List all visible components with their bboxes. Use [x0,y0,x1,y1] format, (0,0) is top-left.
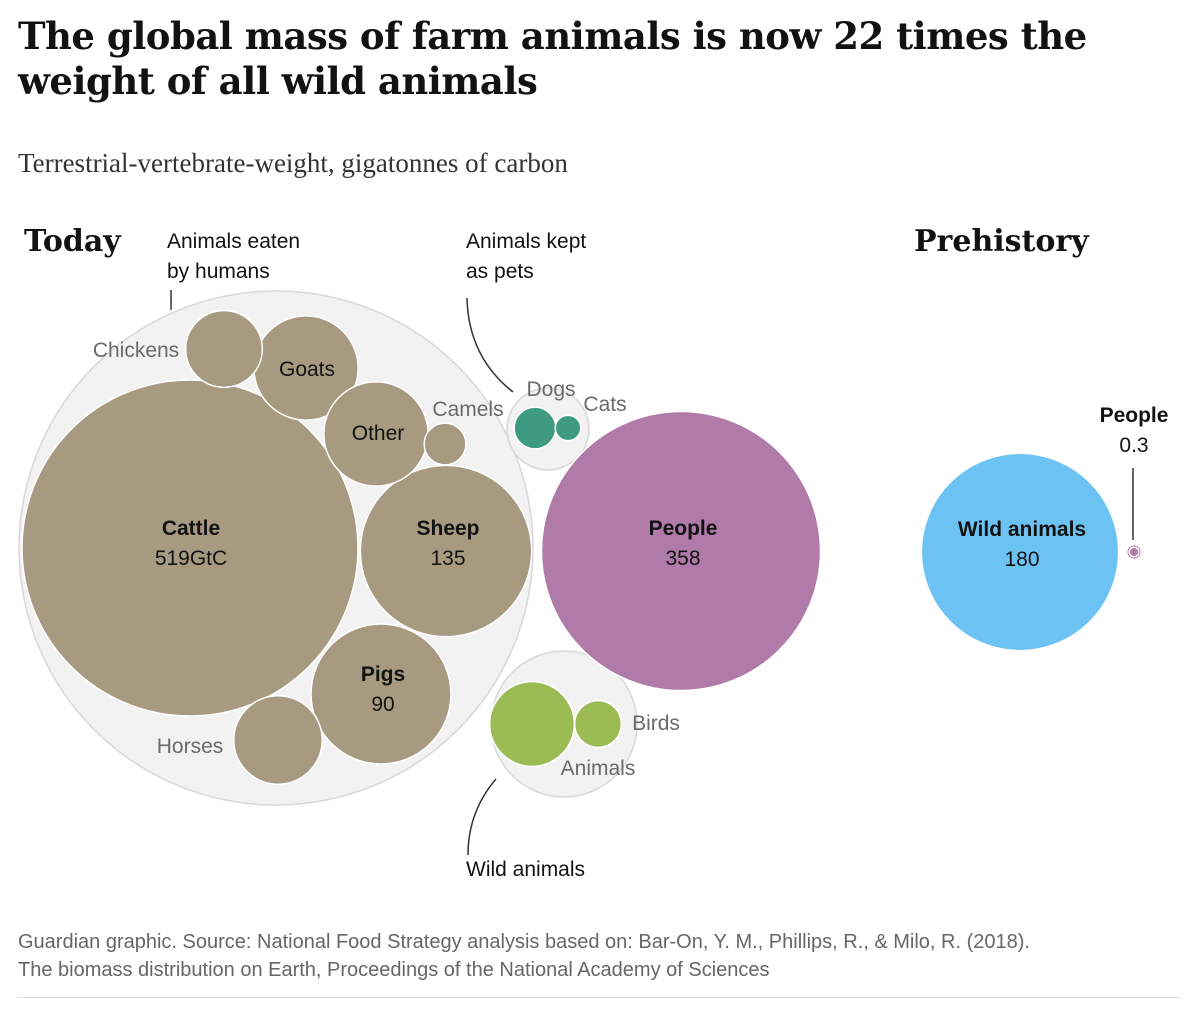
label-cattle-value: 519GtC [155,547,227,570]
label-wild-animals-prehistory-value: 180 [1004,548,1039,571]
chart-subtitle: Terrestrial-vertebrate-weight, gigatonne… [18,148,568,178]
leader-pets [466,297,514,393]
bubble-cattle [21,379,359,717]
source-line-2: The biomass distribution on Earth, Proce… [18,959,770,981]
label-pigs-name: Pigs [361,663,405,686]
bubble-wild-animals-prehistory [920,452,1120,652]
bubble-people-prehistory [1129,547,1139,557]
bubble-dogs [513,406,557,450]
label-cats: Cats [583,393,626,416]
bubble-horses [233,695,323,785]
label-sheep-value: 135 [430,547,465,570]
source-line-1: Guardian graphic. Source: National Food … [18,931,1030,953]
bubble-pigs [310,623,452,765]
label-pigs-value: 90 [371,693,394,716]
heading-prehistory: Prehistory [914,224,1090,259]
bubble-chickens [184,309,264,389]
label-eaten-line-2: by humans [167,260,270,283]
label-pets-line-1: Animals kept [466,230,586,253]
label-wild: Wild animals [466,858,585,881]
bubble-camels [423,422,467,466]
label-people-today-name: People [649,517,718,540]
label-animals: Animals [561,757,636,780]
label-people-today-value: 358 [665,547,700,570]
label-eaten-line-1: Animals eaten [167,230,300,253]
chart-title: The global mass of farm animals is now 2… [18,14,1087,103]
label-cattle-name: Cattle [162,517,220,540]
leader-wild [467,778,497,856]
label-camels: Camels [432,398,503,421]
label-people-prehistory-value: 0.3 [1119,434,1148,457]
bubble-birds [573,699,623,749]
label-chickens: Chickens [93,339,179,362]
label-other: Other [352,422,405,445]
source-note: Guardian graphic. Source: National Food … [18,928,1178,984]
footer-divider [18,997,1180,998]
label-goats: Goats [279,358,335,381]
label-horses: Horses [157,735,224,758]
label-birds: Birds [632,712,680,735]
label-sheep-name: Sheep [416,517,479,540]
label-people-prehistory-name: People [1100,404,1169,427]
label-pets-line-2: as pets [466,260,534,283]
heading-today: Today [24,224,122,259]
bubble-cats [554,414,582,442]
bubble-animals [488,680,576,768]
bubble-people-today [540,410,822,692]
label-wild-animals-prehistory-name: Wild animals [958,518,1086,541]
label-dogs: Dogs [526,378,575,401]
